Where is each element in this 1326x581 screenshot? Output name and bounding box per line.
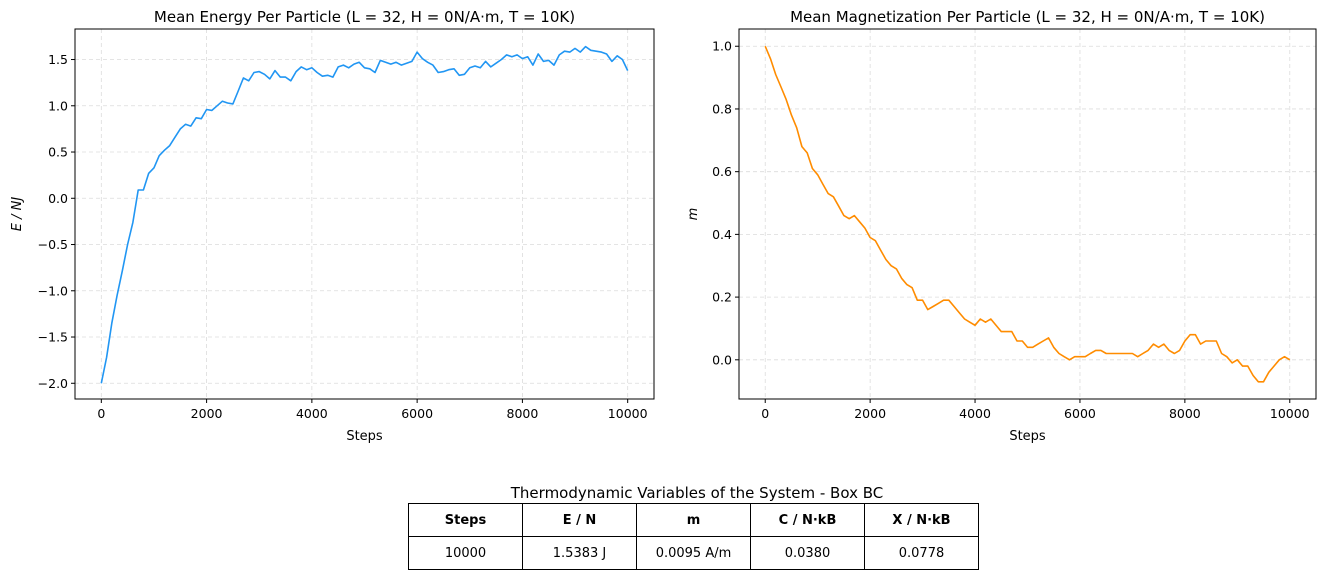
magnetization-y-tick-label-0: 0.0 xyxy=(712,352,732,367)
energy-plot-frame xyxy=(74,28,655,400)
energy-y-tick-label-3: −0.5 xyxy=(38,237,68,252)
energy-y-axis-label: E / NJ xyxy=(10,197,25,232)
table-cell-energy: 1.5383 J xyxy=(522,536,637,570)
table-header-susceptibility: X / N·kB xyxy=(864,503,979,537)
energy-x-tick-label-3: 6000 xyxy=(401,406,433,421)
energy-x-tick-label-0: 0 xyxy=(97,406,105,421)
table-row: 10000 1.5383 J 0.0095 A/m 0.0380 0.0778 xyxy=(408,536,979,570)
magnetization-y-tick-label-5: 1.0 xyxy=(712,39,732,54)
magnetization-x-tick-label-1: 2000 xyxy=(854,406,886,421)
table-header-heat-capacity: C / N·kB xyxy=(750,503,865,537)
table-header-steps: Steps xyxy=(408,503,523,537)
energy-x-tick-label-1: 2000 xyxy=(191,406,223,421)
energy-y-tick-label-2: −1.0 xyxy=(38,283,68,298)
magnetization-plot-frame xyxy=(738,28,1317,400)
energy-y-tick-label-6: 1.0 xyxy=(48,98,68,113)
magnetization-x-tick-label-3: 6000 xyxy=(1064,406,1096,421)
magnetization-x-tick-label-0: 0 xyxy=(761,406,769,421)
magnetization-y-tick-label-2: 0.4 xyxy=(712,227,732,242)
energy-y-tick-label-5: 0.5 xyxy=(48,145,68,160)
magnetization-x-tick-label-5: 10000 xyxy=(1270,406,1310,421)
energy-chart-title: Mean Energy Per Particle (L = 32, H = 0N… xyxy=(154,8,575,26)
energy-y-tick-label-1: −1.5 xyxy=(38,330,68,345)
magnetization-y-tick-label-4: 0.8 xyxy=(712,101,732,116)
energy-x-tick-label-5: 10000 xyxy=(608,406,648,421)
table-header-row: Steps E / N m C / N·kB X / N·kB xyxy=(408,503,979,537)
magnetization-x-tick-label-2: 4000 xyxy=(959,406,991,421)
magnetization-chart-title: Mean Magnetization Per Particle (L = 32,… xyxy=(790,8,1265,26)
energy-y-tick-label-4: 0.0 xyxy=(48,191,68,206)
energy-x-tick-label-2: 4000 xyxy=(296,406,328,421)
thermo-table: Steps E / N m C / N·kB X / N·kB 10000 1.… xyxy=(408,503,979,570)
magnetization-x-tick-label-4: 8000 xyxy=(1169,406,1201,421)
energy-x-axis-label: Steps xyxy=(346,429,383,444)
table-title: Thermodynamic Variables of the System - … xyxy=(510,484,884,502)
energy-y-tick-label-0: −2.0 xyxy=(38,376,68,391)
magnetization-y-tick-label-3: 0.6 xyxy=(712,164,732,179)
table-cell-heat-capacity: 0.0380 xyxy=(750,536,865,570)
magnetization-x-axis-label: Steps xyxy=(1009,429,1046,444)
magnetization-series-line xyxy=(764,45,1291,383)
energy-x-tick-label-4: 8000 xyxy=(507,406,539,421)
table-cell-magnetization: 0.0095 A/m xyxy=(636,536,751,570)
magnetization-y-axis-label: m xyxy=(686,208,701,221)
energy-y-tick-label-7: 1.5 xyxy=(48,52,68,67)
energy-series-line xyxy=(100,45,629,384)
magnetization-y-tick-label-1: 0.2 xyxy=(712,290,732,305)
table-header-energy: E / N xyxy=(522,503,637,537)
table-cell-susceptibility: 0.0778 xyxy=(864,536,979,570)
table-cell-steps: 10000 xyxy=(408,536,523,570)
table-header-magnetization: m xyxy=(636,503,751,537)
